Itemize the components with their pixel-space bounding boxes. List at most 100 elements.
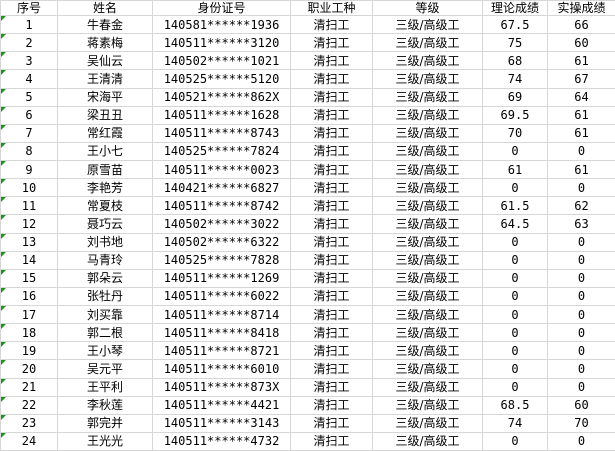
cell-theory-score[interactable]: 0 <box>482 341 548 361</box>
cell-id-number[interactable]: 140521******862X <box>152 87 291 107</box>
cell-index[interactable]: 11 <box>0 196 58 216</box>
cell-theory-score[interactable]: 0 <box>482 377 548 397</box>
cell-practical-score[interactable]: 0 <box>547 323 615 343</box>
cell-index[interactable]: 10 <box>0 178 58 198</box>
cell-theory-score[interactable]: 0 <box>482 286 548 307</box>
cell-level[interactable]: 三级/高级工 <box>372 51 483 71</box>
cell-theory-score[interactable]: 0 <box>482 304 548 325</box>
cell-theory-score[interactable]: 61 <box>482 159 548 180</box>
cell-name[interactable]: 牛春金 <box>57 14 153 35</box>
cell-practical-score[interactable]: 0 <box>547 232 615 252</box>
cell-level[interactable]: 三级/高级工 <box>372 359 483 379</box>
cell-name[interactable]: 张牡丹 <box>57 286 153 307</box>
cell-index[interactable]: 3 <box>0 51 58 71</box>
cell-occupation[interactable]: 清扫工 <box>290 51 373 71</box>
cell-level[interactable]: 三级/高级工 <box>372 159 483 180</box>
cell-practical-score[interactable]: 0 <box>547 341 615 361</box>
cell-theory-score[interactable]: 0 <box>482 323 548 343</box>
cell-level[interactable]: 三级/高级工 <box>372 87 483 107</box>
cell-index[interactable]: 12 <box>0 214 58 234</box>
cell-practical-score[interactable]: 0 <box>547 141 615 162</box>
cell-name[interactable]: 李秋莲 <box>57 395 153 415</box>
cell-practical-score[interactable]: 61 <box>547 51 615 71</box>
cell-index[interactable]: 6 <box>0 105 58 125</box>
cell-level[interactable]: 三级/高级工 <box>372 341 483 361</box>
cell-occupation[interactable]: 清扫工 <box>290 250 373 270</box>
cell-occupation[interactable]: 清扫工 <box>290 159 373 180</box>
cell-occupation[interactable]: 清扫工 <box>290 105 373 125</box>
cell-index[interactable]: 21 <box>0 377 58 397</box>
cell-practical-score[interactable]: 61 <box>547 159 615 180</box>
cell-name[interactable]: 郭二根 <box>57 323 153 343</box>
cell-index[interactable]: 8 <box>0 141 58 162</box>
cell-level[interactable]: 三级/高级工 <box>372 377 483 397</box>
cell-id-number[interactable]: 140511******873X <box>152 377 291 397</box>
cell-name[interactable]: 吴元平 <box>57 359 153 379</box>
cell-level[interactable]: 三级/高级工 <box>372 14 483 35</box>
cell-name[interactable]: 蒋素梅 <box>57 33 153 53</box>
column-header-occupation[interactable]: 职业工种 <box>290 0 373 16</box>
cell-practical-score[interactable]: 0 <box>547 304 615 325</box>
cell-name[interactable]: 常夏枝 <box>57 196 153 216</box>
cell-occupation[interactable]: 清扫工 <box>290 141 373 162</box>
cell-index[interactable]: 5 <box>0 87 58 107</box>
cell-name[interactable]: 王小七 <box>57 141 153 162</box>
cell-name[interactable]: 原雪苗 <box>57 159 153 180</box>
cell-level[interactable]: 三级/高级工 <box>372 431 483 451</box>
cell-occupation[interactable]: 清扫工 <box>290 214 373 234</box>
cell-level[interactable]: 三级/高级工 <box>372 304 483 325</box>
cell-id-number[interactable]: 140421******6827 <box>152 178 291 198</box>
cell-occupation[interactable]: 清扫工 <box>290 286 373 307</box>
cell-theory-score[interactable]: 74 <box>482 413 548 433</box>
cell-level[interactable]: 三级/高级工 <box>372 250 483 270</box>
cell-id-number[interactable]: 140511******3120 <box>152 33 291 53</box>
cell-theory-score[interactable]: 0 <box>482 359 548 379</box>
cell-theory-score[interactable]: 0 <box>482 178 548 198</box>
cell-id-number[interactable]: 140511******6022 <box>152 286 291 307</box>
cell-occupation[interactable]: 清扫工 <box>290 33 373 53</box>
cell-index[interactable]: 20 <box>0 359 58 379</box>
cell-practical-score[interactable]: 60 <box>547 395 615 415</box>
cell-theory-score[interactable]: 0 <box>482 141 548 162</box>
cell-theory-score[interactable]: 70 <box>482 123 548 143</box>
cell-occupation[interactable]: 清扫工 <box>290 359 373 379</box>
cell-name[interactable]: 王平利 <box>57 377 153 397</box>
cell-practical-score[interactable]: 61 <box>547 123 615 143</box>
cell-index[interactable]: 23 <box>0 413 58 433</box>
cell-theory-score[interactable]: 75 <box>482 33 548 53</box>
cell-practical-score[interactable]: 70 <box>547 413 615 433</box>
cell-practical-score[interactable]: 60 <box>547 33 615 53</box>
cell-index[interactable]: 24 <box>0 431 58 451</box>
cell-practical-score[interactable]: 0 <box>547 250 615 270</box>
cell-level[interactable]: 三级/高级工 <box>372 214 483 234</box>
column-header-theory-score[interactable]: 理论成绩 <box>482 0 548 16</box>
cell-id-number[interactable]: 140502******1021 <box>152 51 291 71</box>
cell-name[interactable]: 王清清 <box>57 69 153 89</box>
cell-index[interactable]: 9 <box>0 159 58 180</box>
cell-name[interactable]: 吴仙云 <box>57 51 153 71</box>
cell-occupation[interactable]: 清扫工 <box>290 395 373 415</box>
cell-id-number[interactable]: 140525******7828 <box>152 250 291 270</box>
cell-id-number[interactable]: 140511******8418 <box>152 323 291 343</box>
cell-id-number[interactable]: 140525******5120 <box>152 69 291 89</box>
cell-name[interactable]: 梁丑丑 <box>57 105 153 125</box>
cell-level[interactable]: 三级/高级工 <box>372 123 483 143</box>
cell-id-number[interactable]: 140525******7824 <box>152 141 291 162</box>
cell-level[interactable]: 三级/高级工 <box>372 268 483 288</box>
cell-name[interactable]: 刘书地 <box>57 232 153 252</box>
cell-id-number[interactable]: 140511******4421 <box>152 395 291 415</box>
cell-practical-score[interactable]: 0 <box>547 431 615 451</box>
cell-name[interactable]: 王小琴 <box>57 341 153 361</box>
cell-index[interactable]: 22 <box>0 395 58 415</box>
cell-occupation[interactable]: 清扫工 <box>290 178 373 198</box>
cell-practical-score[interactable]: 62 <box>547 196 615 216</box>
cell-id-number[interactable]: 140511******6010 <box>152 359 291 379</box>
cell-level[interactable]: 三级/高级工 <box>372 69 483 89</box>
cell-practical-score[interactable]: 67 <box>547 69 615 89</box>
cell-name[interactable]: 聂巧云 <box>57 214 153 234</box>
cell-level[interactable]: 三级/高级工 <box>372 141 483 162</box>
cell-name[interactable]: 王光光 <box>57 431 153 451</box>
column-header-id-number[interactable]: 身份证号 <box>152 0 291 16</box>
cell-name[interactable]: 刘买靠 <box>57 304 153 325</box>
cell-theory-score[interactable]: 68 <box>482 51 548 71</box>
